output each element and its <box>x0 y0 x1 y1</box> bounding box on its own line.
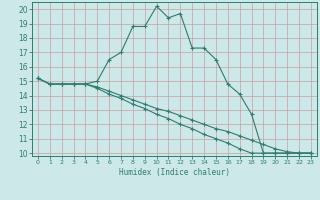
X-axis label: Humidex (Indice chaleur): Humidex (Indice chaleur) <box>119 168 230 177</box>
